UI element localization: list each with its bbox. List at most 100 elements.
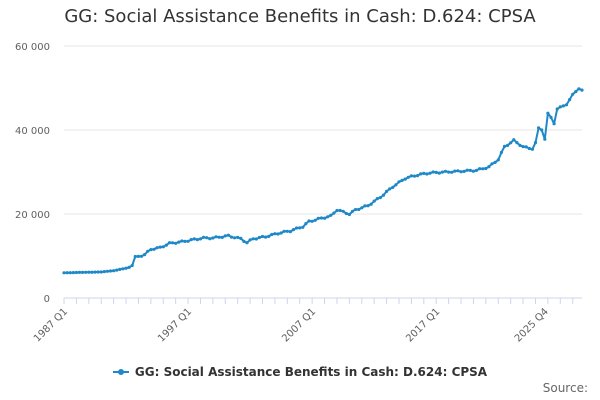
data-point[interactable]	[471, 169, 475, 173]
data-point[interactable]	[369, 202, 373, 206]
data-point[interactable]	[577, 87, 581, 91]
data-point[interactable]	[549, 115, 553, 119]
data-point[interactable]	[431, 170, 435, 174]
data-point[interactable]	[233, 236, 237, 240]
data-point[interactable]	[354, 207, 358, 212]
data-point[interactable]	[77, 270, 82, 274]
data-point[interactable]	[512, 138, 516, 142]
data-point[interactable]	[288, 230, 292, 234]
data-point[interactable]	[397, 180, 401, 184]
data-point[interactable]	[130, 263, 134, 268]
data-point[interactable]	[192, 237, 196, 241]
data-point[interactable]	[254, 237, 258, 241]
data-point[interactable]	[540, 128, 544, 132]
data-point[interactable]	[208, 237, 212, 241]
data-point[interactable]	[530, 147, 535, 151]
data-point[interactable]	[490, 162, 494, 166]
data-point[interactable]	[220, 235, 224, 239]
data-point[interactable]	[124, 266, 128, 270]
data-point[interactable]	[372, 199, 376, 203]
data-point[interactable]	[279, 231, 283, 235]
data-point[interactable]	[319, 216, 323, 220]
data-point[interactable]	[474, 168, 479, 172]
data-point[interactable]	[229, 235, 234, 239]
data-point[interactable]	[267, 234, 271, 238]
data-point[interactable]	[164, 243, 168, 247]
data-point[interactable]	[71, 271, 75, 275]
data-point[interactable]	[112, 269, 116, 273]
data-point[interactable]	[481, 167, 485, 171]
data-point[interactable]	[447, 170, 451, 174]
data-point[interactable]	[74, 270, 78, 275]
data-point[interactable]	[65, 271, 69, 275]
data-point[interactable]	[403, 177, 407, 181]
data-point[interactable]	[391, 185, 395, 189]
data-point[interactable]	[338, 208, 342, 213]
data-point[interactable]	[456, 169, 460, 173]
data-point[interactable]	[264, 235, 268, 239]
data-point[interactable]	[422, 171, 426, 175]
data-point[interactable]	[487, 165, 491, 169]
data-point[interactable]	[326, 215, 330, 219]
data-point[interactable]	[409, 174, 413, 178]
data-point[interactable]	[298, 226, 302, 230]
data-point[interactable]	[158, 245, 162, 249]
data-point[interactable]	[543, 137, 547, 141]
data-point[interactable]	[347, 212, 351, 217]
data-point[interactable]	[499, 150, 503, 155]
data-point[interactable]	[502, 144, 507, 148]
data-point[interactable]	[537, 126, 541, 130]
data-point[interactable]	[155, 246, 159, 250]
data-point[interactable]	[496, 158, 500, 162]
data-point[interactable]	[276, 232, 280, 236]
data-point[interactable]	[251, 237, 255, 241]
data-point[interactable]	[434, 170, 438, 174]
data-point[interactable]	[574, 90, 578, 94]
data-point[interactable]	[307, 219, 311, 223]
data-point[interactable]	[127, 265, 131, 269]
data-point[interactable]	[425, 172, 429, 176]
data-point[interactable]	[118, 267, 122, 271]
data-point[interactable]	[99, 270, 103, 274]
data-point[interactable]	[400, 178, 404, 182]
data-point[interactable]	[478, 167, 482, 171]
data-point[interactable]	[93, 270, 97, 274]
data-point[interactable]	[214, 235, 218, 239]
data-point[interactable]	[459, 170, 463, 174]
data-point[interactable]	[121, 267, 125, 271]
data-point[interactable]	[273, 232, 277, 236]
data-point[interactable]	[313, 218, 317, 222]
data-point[interactable]	[580, 88, 584, 92]
data-point[interactable]	[133, 254, 137, 259]
data-point[interactable]	[285, 229, 289, 233]
data-point[interactable]	[394, 183, 398, 187]
data-point[interactable]	[211, 236, 215, 240]
data-point[interactable]	[443, 169, 448, 173]
data-point[interactable]	[546, 111, 550, 115]
data-point[interactable]	[558, 105, 562, 109]
data-point[interactable]	[450, 170, 454, 174]
data-point[interactable]	[363, 204, 367, 208]
data-point[interactable]	[301, 225, 305, 229]
data-point[interactable]	[521, 145, 525, 149]
data-point[interactable]	[527, 146, 531, 151]
data-point[interactable]	[90, 270, 94, 274]
data-point[interactable]	[561, 104, 566, 108]
data-point[interactable]	[87, 270, 91, 274]
data-point[interactable]	[143, 253, 147, 257]
data-point[interactable]	[152, 247, 156, 251]
data-point[interactable]	[316, 216, 320, 220]
data-point[interactable]	[96, 270, 100, 274]
data-point[interactable]	[136, 254, 140, 258]
data-point[interactable]	[146, 249, 150, 253]
data-point[interactable]	[239, 236, 243, 240]
data-point[interactable]	[462, 169, 466, 173]
data-point[interactable]	[555, 107, 559, 111]
data-point[interactable]	[84, 270, 88, 274]
data-point[interactable]	[378, 196, 382, 200]
data-point[interactable]	[381, 193, 386, 197]
data-point[interactable]	[533, 141, 538, 145]
data-point[interactable]	[357, 207, 361, 212]
data-point[interactable]	[223, 234, 227, 238]
data-point[interactable]	[108, 269, 113, 273]
